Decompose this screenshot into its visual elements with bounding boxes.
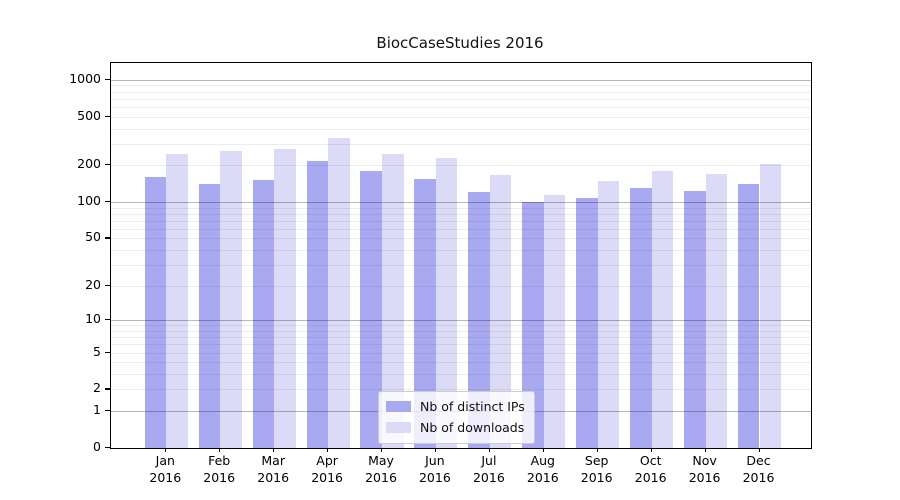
y-tick-200 <box>105 164 110 166</box>
x-tick-sep <box>596 448 598 452</box>
legend-item-distinct-ips: Nb of distinct IPs <box>386 396 525 417</box>
x-tick-feb <box>219 448 221 452</box>
x-tick-label-oct: Oct 2016 <box>634 453 667 485</box>
y-tick-label-1: 1 <box>93 401 101 417</box>
bar-feb-downloads <box>220 150 242 448</box>
gridline-400 <box>111 128 811 130</box>
x-tick-jul <box>488 448 491 452</box>
x-tick-label-jan: Jan 2016 <box>149 453 182 485</box>
bar-oct-distinct-ips <box>630 188 652 448</box>
x-tick-label-dec: Dec 2016 <box>742 453 775 485</box>
y-tick-50 <box>105 237 110 239</box>
bar-jan-downloads <box>166 154 188 448</box>
bar-apr-downloads <box>328 137 350 448</box>
gridline-800 <box>111 91 811 93</box>
y-tick-label-20: 20 <box>85 276 101 292</box>
legend-label-downloads: Nb of downloads <box>420 420 525 435</box>
bar-feb-distinct-ips <box>198 183 221 448</box>
y-tick-label-50: 50 <box>85 229 101 245</box>
x-tick-may <box>381 448 383 452</box>
x-tick-label-may: May 2016 <box>365 453 397 485</box>
y-tick-500 <box>105 115 110 117</box>
gridline-200 <box>111 165 811 167</box>
bar-jan-distinct-ips <box>144 177 167 448</box>
y-tick-label-100: 100 <box>77 192 101 208</box>
legend-swatch-downloads <box>386 422 411 433</box>
bar-jun-distinct-ips <box>414 178 436 448</box>
bar-oct-downloads <box>651 170 674 448</box>
chart-title: BiocCaseStudies 2016 <box>376 34 544 52</box>
y-tick-20 <box>105 284 110 286</box>
bar-dec-distinct-ips <box>737 183 760 448</box>
y-tick-1 <box>105 410 110 412</box>
bar-mar-distinct-ips <box>252 179 275 448</box>
gridline-600 <box>111 107 811 108</box>
bar-apr-distinct-ips <box>306 160 329 448</box>
y-tick-10 <box>105 319 110 321</box>
bar-nov-downloads <box>705 173 728 448</box>
x-tick-label-aug: Aug 2016 <box>526 453 559 485</box>
y-tick-label-1000: 1000 <box>69 70 101 86</box>
y-tick-2 <box>105 388 110 390</box>
plot-area <box>110 62 812 449</box>
y-tick-label-10: 10 <box>85 310 101 326</box>
x-tick-oct <box>650 448 652 452</box>
gridline-700 <box>111 98 811 100</box>
bar-may-downloads <box>382 154 404 448</box>
x-tick-nov <box>704 448 706 452</box>
legend-label-distinct-ips: Nb of distinct IPs <box>420 399 525 414</box>
bar-dec-downloads <box>759 164 782 448</box>
legend-swatch-distinct-ips <box>386 401 411 412</box>
gridline-900 <box>111 85 811 87</box>
bar-may-distinct-ips <box>360 170 382 448</box>
x-tick-aug <box>542 448 544 452</box>
x-tick-label-sep: Sep 2016 <box>580 453 613 485</box>
y-tick-label-5: 5 <box>93 343 101 359</box>
bar-sep-distinct-ips <box>576 198 598 448</box>
gridline-500 <box>111 116 811 118</box>
x-tick-jun <box>434 448 437 452</box>
gridline-300 <box>111 143 811 145</box>
x-tick-label-jun: Jun 2016 <box>418 453 451 485</box>
bar-nov-distinct-ips <box>684 190 706 448</box>
legend-item-downloads: Nb of downloads <box>386 417 525 438</box>
bar-aug-downloads <box>543 194 566 448</box>
x-tick-mar <box>273 448 275 452</box>
y-tick-1000 <box>105 78 110 80</box>
bar-jun-downloads <box>435 158 458 448</box>
bar-jul-distinct-ips <box>468 191 490 448</box>
x-tick-label-nov: Nov 2016 <box>688 453 721 485</box>
x-tick-apr <box>327 448 329 452</box>
bar-sep-downloads <box>597 180 620 448</box>
x-tick-label-jul: Jul 2016 <box>472 453 505 485</box>
x-tick-dec <box>758 448 760 452</box>
x-tick-jan <box>165 448 167 452</box>
gridline-1000 <box>111 79 811 81</box>
x-tick-label-apr: Apr 2016 <box>311 453 343 485</box>
y-tick-5 <box>105 351 110 353</box>
bar-jul-downloads <box>489 175 512 448</box>
y-tick-label-200: 200 <box>77 156 101 172</box>
y-tick-label-2: 2 <box>93 380 101 396</box>
bar-aug-distinct-ips <box>522 202 544 448</box>
legend: Nb of distinct IPs Nb of downloads <box>378 391 535 444</box>
y-tick-100 <box>105 201 110 203</box>
y-tick-label-0: 0 <box>93 438 101 454</box>
y-tick-0 <box>105 447 110 449</box>
y-tick-label-500: 500 <box>77 107 101 123</box>
x-tick-label-mar: Mar 2016 <box>257 453 290 485</box>
bar-mar-downloads <box>274 148 296 448</box>
x-tick-label-feb: Feb 2016 <box>203 453 236 485</box>
